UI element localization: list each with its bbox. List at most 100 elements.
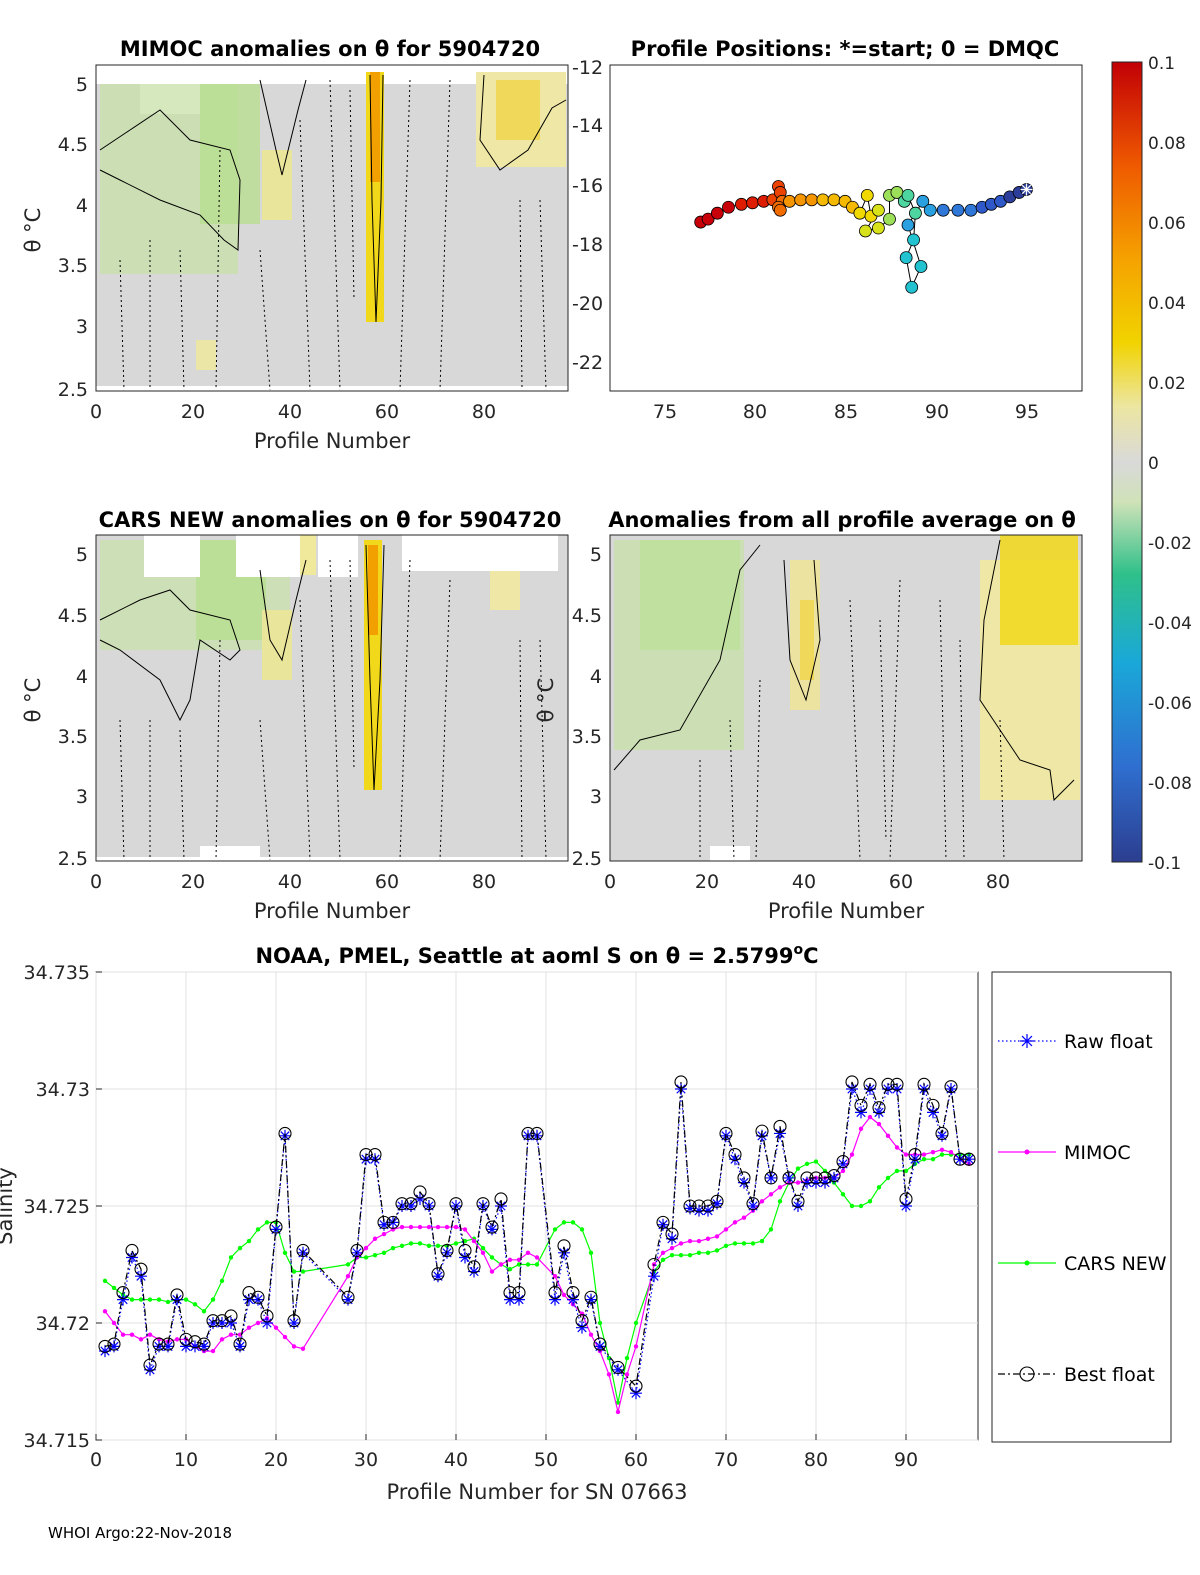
data-point-dot xyxy=(633,1344,639,1349)
data-point-dot xyxy=(237,1332,243,1337)
x-tick-label: 30 xyxy=(354,1449,378,1471)
data-point-dot xyxy=(147,1332,153,1337)
data-point-dot xyxy=(165,1299,171,1305)
data-point-dot xyxy=(426,1243,432,1248)
data-point-circle xyxy=(899,1192,913,1206)
data-point-circle xyxy=(719,1126,733,1141)
avg-ytick: 2.5 xyxy=(572,848,602,870)
data-point-dot xyxy=(453,1241,459,1246)
data-point-dot xyxy=(291,1269,297,1274)
colorbar-tick: 0.04 xyxy=(1148,294,1186,314)
salinity-legend: Raw float MIMOC CARS NEW Best float xyxy=(991,971,1172,1443)
mimoc-ytick: 5 xyxy=(76,74,88,96)
data-point-star xyxy=(378,1218,390,1231)
data-point-star xyxy=(810,1176,822,1189)
cars-panel: CARS NEW anomalies on θ for 5904720 2.5 … xyxy=(21,508,569,923)
data-point-star xyxy=(567,1293,579,1306)
data-point-dot xyxy=(498,1262,504,1267)
data-point-circle xyxy=(926,1098,940,1112)
data-point-circle xyxy=(566,1286,580,1300)
data-point-star xyxy=(585,1293,597,1306)
data-point-circle xyxy=(206,1314,220,1328)
profile-position-marker xyxy=(907,233,920,247)
data-point-star xyxy=(927,1106,939,1119)
data-point-dot xyxy=(876,1121,882,1127)
data-point-dot xyxy=(381,1231,387,1237)
data-point-circle xyxy=(503,1286,517,1300)
data-point-star xyxy=(819,1176,831,1189)
data-point-dot xyxy=(525,1250,531,1256)
data-point-circle xyxy=(683,1199,697,1213)
data-point-dot xyxy=(102,1278,108,1284)
cars-ytick: 3 xyxy=(76,786,88,808)
profile-position-marker xyxy=(871,221,885,235)
data-point-circle xyxy=(287,1314,301,1328)
data-point-circle xyxy=(710,1194,724,1208)
data-point-dot xyxy=(939,1152,945,1157)
data-point-dot xyxy=(129,1332,135,1337)
data-point-star xyxy=(117,1293,129,1306)
cars-xtick: 80 xyxy=(472,871,496,893)
avg-xtick: 20 xyxy=(695,871,719,893)
data-point-dot xyxy=(345,1262,351,1267)
profile-position-marker xyxy=(827,193,841,207)
profile-position-marker xyxy=(783,194,796,208)
data-point-dot xyxy=(840,1192,846,1197)
data-point-dot xyxy=(111,1285,117,1291)
data-point-dot xyxy=(714,1248,720,1253)
mimoc-xticks: 0 20 40 60 80 xyxy=(90,401,496,423)
data-point-dot xyxy=(255,1227,261,1232)
mimoc-ylabel: θ °C xyxy=(21,208,45,253)
data-point-circle xyxy=(233,1337,247,1351)
cars-xlabel: Profile Number xyxy=(254,899,411,923)
data-point-dot xyxy=(300,1346,306,1351)
avg-ytick: 3 xyxy=(590,786,602,808)
data-point-star xyxy=(837,1157,849,1170)
x-tick-label: 20 xyxy=(264,1449,288,1471)
data-point-dot xyxy=(228,1332,234,1337)
data-point-circle xyxy=(674,1075,688,1089)
profile-position-marker xyxy=(859,224,872,238)
data-point-dot xyxy=(705,1236,711,1241)
data-point-dot xyxy=(930,1157,936,1162)
data-point-star xyxy=(936,1129,948,1142)
data-point-circle xyxy=(737,1171,751,1185)
profile-position-marker xyxy=(936,203,950,217)
profile-position-marker xyxy=(710,206,724,220)
positions-panel: Profile Positions: *=start; 0 = DMQC -12… xyxy=(572,37,1083,423)
positions-xtick: 75 xyxy=(653,401,677,423)
cars-xticks: 0 20 40 60 80 xyxy=(90,871,496,893)
data-point-star xyxy=(171,1293,183,1306)
data-point-dot xyxy=(669,1252,675,1258)
data-point-circle xyxy=(143,1358,157,1372)
data-point-dot xyxy=(885,1133,891,1139)
data-point-dot xyxy=(120,1332,126,1337)
data-point-dot xyxy=(858,1203,864,1209)
data-point-dot xyxy=(417,1224,423,1230)
data-point-star xyxy=(729,1153,741,1166)
data-point-dot xyxy=(795,1166,801,1171)
legend-entry-best-float: Best float xyxy=(998,1364,1155,1386)
data-point-dot xyxy=(210,1297,216,1302)
data-point-dot xyxy=(867,1199,873,1204)
data-point-circle xyxy=(359,1147,373,1162)
data-point-circle xyxy=(629,1379,643,1393)
cars-heatmap xyxy=(96,535,568,861)
data-point-dot xyxy=(507,1266,513,1272)
data-point-circle xyxy=(440,1243,454,1258)
data-point-star xyxy=(135,1270,147,1283)
data-point-circle xyxy=(134,1262,148,1276)
data-point-star xyxy=(342,1293,354,1306)
mimoc-title: MIMOC anomalies on θ for 5904720 xyxy=(120,37,540,61)
data-point-circle xyxy=(485,1220,499,1234)
data-point-star xyxy=(288,1317,300,1329)
data-point-circle xyxy=(917,1077,931,1091)
avg-ytick: 4.5 xyxy=(572,605,602,627)
x-tick-label: 60 xyxy=(624,1449,648,1471)
data-point-circle xyxy=(431,1267,445,1281)
cars-ytick: 3.5 xyxy=(58,726,88,748)
data-point-star xyxy=(612,1363,624,1376)
data-point-star xyxy=(252,1293,264,1306)
data-point-dot xyxy=(696,1250,702,1256)
